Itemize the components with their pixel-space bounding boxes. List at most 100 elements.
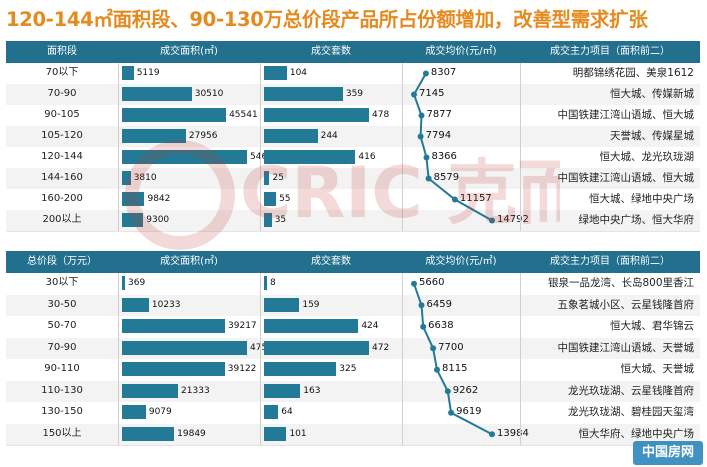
- header-cell-0: 总价段（万元）: [27, 256, 97, 267]
- segment-label: 160-200: [41, 193, 83, 204]
- units-bar: [264, 426, 287, 441]
- units-bar: [264, 276, 267, 290]
- table-header: 面积段 成交面积(㎡) 成交套数 成交均价(元/㎡) 成交主力项目（面积前二）: [6, 41, 700, 63]
- header-cell-4: 成交主力项目（面积前二）: [550, 256, 670, 267]
- price-segment-table: 总价段（万元） 成交面积(㎡) 成交套数 成交均价(元/㎡) 成交主力项目（面积前二） 3…: [6, 251, 700, 446]
- area-bar: [122, 150, 247, 164]
- units-value: 478: [372, 110, 390, 120]
- table-row: 160-200 9842 55 11157 恒大城、绿地中央广场: [6, 189, 700, 211]
- column-separator: [520, 273, 521, 445]
- price-value: 9619: [456, 406, 482, 417]
- area-bar: [122, 213, 144, 227]
- project-names: 恒大城、天誉城: [620, 363, 695, 375]
- table-row: 70-90 30510 359 7145 恒大城、传媒新城: [6, 84, 700, 106]
- price-value: 8307: [430, 67, 457, 78]
- segment-label: 144-160: [41, 172, 83, 183]
- units-bar: [264, 319, 359, 333]
- area-value: 39122: [227, 364, 257, 374]
- area-bar: [122, 66, 134, 80]
- units-value: 8: [270, 278, 276, 288]
- price-value: 7700: [438, 341, 464, 353]
- units-bar: [264, 108, 369, 122]
- project-names: 天誉城、传媒星城: [610, 130, 694, 142]
- area-value: 10233: [151, 299, 181, 310]
- units-value: 55: [279, 194, 291, 204]
- segment-label: 130-150: [41, 406, 83, 417]
- table-row: 130-150 9079 64 9619 龙光玖珑湖、碧桂园天玺湾: [6, 402, 700, 425]
- table-row: 105-120 27956 244 7794 天誉城、传媒星城: [6, 126, 700, 148]
- units-value: 416: [358, 152, 376, 162]
- price-value: 9262: [452, 384, 479, 396]
- units-value: 159: [302, 299, 320, 310]
- segment-label: 120-144: [41, 151, 83, 162]
- area-bar: [122, 319, 226, 333]
- segment-label: 110-130: [41, 384, 83, 396]
- segment-label: 90-110: [44, 363, 80, 374]
- price-value: 8115: [442, 363, 468, 374]
- area-value: 9079: [148, 407, 172, 417]
- segment-label: 150以上: [42, 427, 82, 439]
- units-value: 472: [372, 342, 390, 353]
- price-value: 8579: [433, 172, 460, 183]
- page-title: 120-144㎡面积段、90-130万总价段产品所占份额增加，改善型需求扩张: [6, 8, 648, 31]
- units-bar: [264, 362, 337, 376]
- area-bar: [122, 192, 145, 206]
- area-bar: [122, 405, 146, 419]
- units-bar: [264, 213, 272, 227]
- table-row: 144-160 3810 25 8579 中国铁建江湾山语城、恒大城: [6, 168, 700, 190]
- units-bar: [264, 66, 287, 80]
- price-value: 7794: [425, 130, 452, 141]
- segment-label: 70以下: [45, 67, 79, 78]
- table-row: 90-110 39122 325 8115 恒大城、天誉城: [6, 359, 700, 382]
- segment-label: 50-70: [47, 320, 77, 331]
- column-separator: [402, 63, 403, 231]
- table-row: 120-144546994168366恒大城、龙光玖珑湖: [6, 147, 700, 169]
- units-value: 163: [303, 385, 321, 396]
- units-value: 424: [361, 321, 379, 331]
- project-names: 恒大城、君华锦云: [610, 320, 694, 332]
- price-value: 7145: [419, 88, 445, 99]
- project-names: 龙光玖珑湖、云星钱隆首府: [568, 384, 694, 397]
- project-names: 绿地中央广场、恒大华府: [578, 214, 695, 226]
- units-bar: [264, 340, 369, 355]
- units-bar: [264, 383, 301, 398]
- price-value: 11157: [459, 193, 492, 204]
- units-bar: [264, 129, 318, 143]
- price-value: 6638: [428, 320, 454, 331]
- header-cell-2: 成交套数: [311, 256, 351, 267]
- project-names: 银泉一品龙湾、长岛800里香江: [547, 277, 694, 289]
- project-names: 明都锦绣花园、美泉1612: [572, 67, 694, 79]
- price-value: 8366: [431, 151, 457, 162]
- header-cell-3: 成交均价(元/㎡): [425, 46, 497, 57]
- units-bar: [264, 192, 277, 206]
- project-names: 中国铁建江湾山语城、天誉城: [557, 341, 695, 354]
- area-bar: [122, 383, 179, 398]
- area-value: 369: [128, 278, 146, 288]
- header-cell-4: 成交主力项目（面积前二）: [550, 46, 670, 57]
- header-cell-0: 面积段: [47, 46, 77, 57]
- segment-label: 70-90: [47, 88, 77, 99]
- price-value: 6459: [426, 298, 452, 310]
- units-value: 35: [274, 215, 287, 225]
- area-value: 9300: [146, 215, 170, 225]
- units-value: 359: [345, 89, 364, 99]
- table-row: 70以下 5119 104 8307 明都锦绣花园、美泉1612: [6, 63, 700, 85]
- area-value: 9842: [147, 194, 171, 204]
- column-separator: [402, 273, 403, 445]
- table-row: 110-130 21333 163 9262 龙光玖珑湖、云星钱隆首府: [6, 380, 700, 403]
- area-bar: [122, 297, 149, 312]
- column-separator: [118, 273, 119, 445]
- area-value: 45541: [229, 110, 258, 120]
- units-value: 104: [289, 68, 308, 78]
- price-value: 7877: [426, 109, 452, 120]
- segment-label: 70-90: [47, 341, 77, 353]
- project-names: 五象茗城小区、云星钱隆首府: [557, 298, 695, 311]
- segment-label: 30-50: [47, 298, 77, 310]
- segment-label: 105-120: [41, 130, 83, 141]
- units-bar: [264, 87, 343, 101]
- units-value: 325: [339, 364, 357, 374]
- table-row: 30-50 10233 159 6459 五象茗城小区、云星钱隆首府: [6, 294, 700, 317]
- units-bar: [264, 171, 270, 185]
- header-cell-3: 成交均价(元/㎡): [425, 256, 497, 267]
- area-value: 39217: [228, 321, 257, 331]
